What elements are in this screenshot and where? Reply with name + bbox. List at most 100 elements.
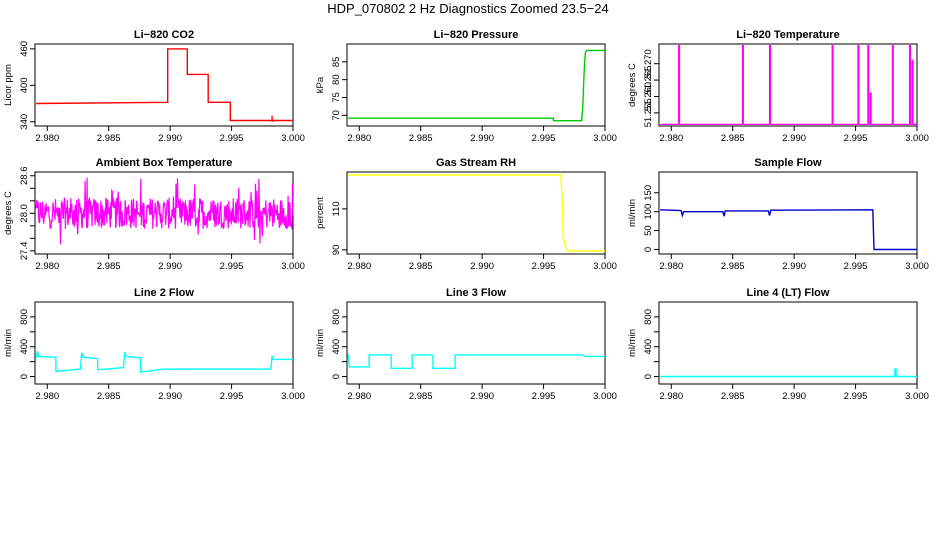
- plot-frame: [34, 301, 294, 385]
- x-tick-label: 2.980: [659, 133, 683, 144]
- x-tick-label: 2.985: [97, 391, 121, 402]
- x-tick-label: 2.990: [470, 133, 494, 144]
- panel-title: Line 2 Flow: [134, 287, 194, 299]
- y-tick-label: 75: [331, 92, 342, 103]
- x-tick-label: 2.985: [409, 391, 433, 402]
- panel-title: Sample Flow: [754, 157, 822, 169]
- x-tick-label: 2.980: [659, 391, 683, 402]
- x-tick-label: 2.995: [532, 261, 556, 272]
- y-tick-label: 80: [331, 74, 342, 85]
- x-tick-label: 3.000: [281, 133, 305, 144]
- x-tick-label: 2.980: [35, 133, 59, 144]
- x-tick-label: 3.000: [593, 261, 617, 272]
- data-series-line: [36, 48, 293, 123]
- y-tick-label: 70: [331, 110, 342, 121]
- x-tick-label: 2.995: [220, 133, 244, 144]
- x-tick-label: 2.985: [97, 133, 121, 144]
- x-tick-label: 3.000: [905, 391, 929, 402]
- x-tick-label: 2.990: [782, 261, 806, 272]
- x-tick-label: 3.000: [281, 391, 305, 402]
- plot-frame: [346, 171, 606, 255]
- y-axis-label: ml/min: [627, 199, 638, 227]
- y-tick-label: 28.0: [19, 204, 30, 223]
- x-tick-label: 2.995: [220, 391, 244, 402]
- data-series-line: [35, 351, 293, 373]
- panel-8: Line 3 Flow 2.980 2.985 2.990 2.995 3.000 0 400…: [315, 287, 617, 402]
- x-tick-label: 2.985: [97, 261, 121, 272]
- plot-frame: [346, 301, 606, 385]
- x-tick-label: 2.990: [782, 391, 806, 402]
- y-tick-label: 800: [19, 309, 30, 325]
- panel-6: Sample Flow 2.980 2.985 2.990 2.995 3.000 0 50 1…: [627, 157, 929, 272]
- plot-frame: [658, 171, 918, 255]
- x-tick-label: 2.995: [532, 133, 556, 144]
- y-tick-label: 90: [331, 245, 342, 256]
- data-series-line: [348, 174, 605, 252]
- y-axis-label: degrees C: [3, 191, 14, 235]
- y-tick-label: 85: [331, 57, 342, 68]
- y-tick-label: 400: [19, 339, 30, 355]
- panel-title: Gas Stream RH: [436, 157, 516, 169]
- x-tick-label: 2.985: [409, 261, 433, 272]
- y-tick-label: 51.265: [643, 66, 654, 95]
- y-axis-label: degrees C: [627, 63, 638, 107]
- y-tick-label: 50: [643, 225, 654, 236]
- panel-title: Li−820 Pressure: [434, 29, 519, 41]
- y-axis-label: ml/min: [315, 329, 326, 357]
- x-tick-label: 2.985: [721, 261, 745, 272]
- x-tick-label: 2.995: [532, 391, 556, 402]
- plot-frame: [34, 43, 294, 127]
- data-series-line: [35, 177, 294, 245]
- y-axis-label: kPa: [315, 76, 326, 93]
- x-tick-label: 2.980: [347, 133, 371, 144]
- panel-7: Line 2 Flow 2.980 2.985 2.990 2.995 3.000 0 400…: [3, 287, 305, 402]
- x-tick-label: 2.990: [158, 261, 182, 272]
- x-tick-label: 3.000: [281, 261, 305, 272]
- y-tick-label: 460: [19, 41, 30, 57]
- plot-frame: [658, 301, 918, 385]
- data-series-line: [660, 209, 917, 251]
- panel-3: Li−820 Temperature 2.980 2.985 2.990 2.995 3.…: [627, 29, 929, 144]
- x-tick-label: 2.980: [659, 261, 683, 272]
- x-tick-label: 3.000: [593, 133, 617, 144]
- panel-4: Ambient Box Temperature 2.980 2.985 2.990 2.…: [3, 157, 305, 272]
- data-series-line: [660, 368, 917, 378]
- y-tick-label: 400: [643, 339, 654, 355]
- x-tick-label: 2.995: [220, 261, 244, 272]
- panel-title: Li−820 Temperature: [736, 29, 839, 41]
- y-tick-label: 28.6: [19, 167, 30, 186]
- y-tick-label: 150: [643, 185, 654, 201]
- y-tick-label: 110: [331, 201, 342, 216]
- panel-9: Line 4 (LT) Flow 2.980 2.985 2.990 2.995 3.00…: [627, 287, 929, 402]
- panel-title: Ambient Box Temperature: [96, 157, 233, 169]
- x-tick-label: 2.995: [844, 391, 868, 402]
- panel-2: Li−820 Pressure 2.980 2.985 2.990 2.995 3.000…: [315, 29, 617, 144]
- y-tick-label: 0: [643, 247, 654, 252]
- y-tick-label: 800: [331, 309, 342, 325]
- y-tick-label: 27.4: [19, 242, 30, 261]
- y-tick-label: 51.270: [643, 49, 654, 78]
- y-tick-label: 51.260: [643, 82, 654, 111]
- panel-5: Gas Stream RH 2.980 2.985 2.990 2.995 3.000 90…: [315, 157, 617, 272]
- y-tick-label: 800: [643, 309, 654, 325]
- data-series-line: [347, 354, 605, 369]
- x-tick-label: 2.990: [470, 391, 494, 402]
- x-tick-label: 2.990: [782, 133, 806, 144]
- x-tick-label: 2.990: [158, 133, 182, 144]
- y-tick-label: 340: [19, 114, 30, 130]
- plot-frame: [658, 43, 918, 127]
- panel-1: Li−820 CO2 2.980 2.985 2.990 2.995 3.000 340 40…: [3, 29, 305, 144]
- x-tick-label: 2.990: [470, 261, 494, 272]
- y-axis-label: ml/min: [627, 329, 638, 357]
- x-tick-label: 2.980: [35, 391, 59, 402]
- x-tick-label: 2.985: [409, 133, 433, 144]
- x-tick-label: 2.980: [347, 261, 371, 272]
- y-tick-label: 0: [643, 374, 654, 379]
- y-axis-label: percent: [315, 197, 326, 229]
- data-series-line: [348, 49, 605, 122]
- data-series-line: [660, 44, 917, 126]
- y-axis-label: Licor ppm: [3, 64, 14, 106]
- y-tick-label: 0: [331, 374, 342, 379]
- x-tick-label: 2.980: [347, 391, 371, 402]
